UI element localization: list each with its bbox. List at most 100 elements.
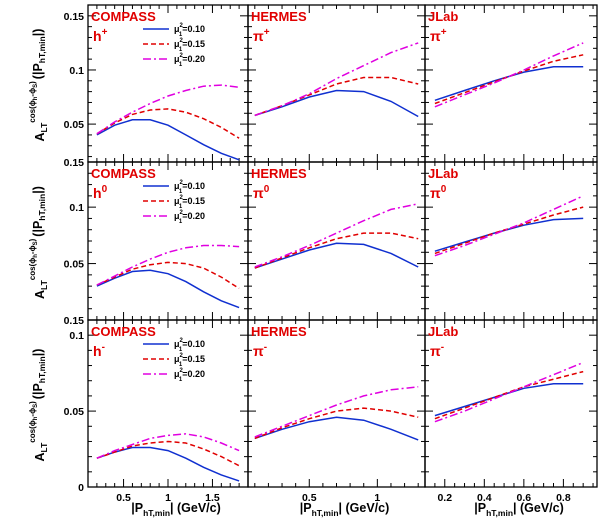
series-line-2 <box>96 440 240 467</box>
legend-label: μ2 1=0.10 <box>174 23 205 38</box>
panel-frame <box>87 319 249 488</box>
particle-label: π+ <box>430 27 447 44</box>
series-line-2 <box>96 108 240 139</box>
x-tick-label: 0.6 <box>517 492 532 504</box>
panel-jlab-8: JLab π- 0.2 0.4 0.6 0.8 <box>424 319 598 504</box>
particle-label: h+ <box>93 27 108 44</box>
legend-label: μ2 1=0.20 <box>174 210 205 225</box>
legend-label: μ2 1=0.15 <box>174 195 205 210</box>
panel-frame <box>247 4 426 163</box>
charge-label: 0 <box>102 184 108 195</box>
series-line-3 <box>96 433 240 459</box>
y-axis-title-text: ALTcos(ϕh-ϕS)(|PhT,min|) <box>28 186 49 299</box>
y-tick-label: 0.15 <box>64 157 85 169</box>
panel-frame <box>424 4 598 163</box>
x-tick-label: 0.8 <box>556 492 571 504</box>
particle-label: π0 <box>430 184 447 201</box>
x-tick-label: 0.5 <box>302 492 317 504</box>
x-tick-label: 0.2 <box>437 492 452 504</box>
series-line-3 <box>96 244 240 286</box>
y-axis-title-text: ALTcos(ϕh-ϕS)(|PhT,min|) <box>28 29 49 142</box>
y-tick-label: 0.1 <box>69 65 84 77</box>
experiment-label: JLab <box>428 324 458 339</box>
series-line-1 <box>254 242 419 269</box>
series-line-3 <box>254 386 419 438</box>
x-axis-title: |PhT,min| (GeV/c) <box>131 501 221 518</box>
series-line-3 <box>254 203 419 268</box>
y-axis-title: ALTcos(ϕh-ϕS)(|PhT,min|) <box>28 29 49 142</box>
x-axis-title: |PhT,min| (GeV/c) <box>474 501 564 518</box>
y-tick-label: 0.05 <box>64 406 85 418</box>
series-line-3 <box>434 42 584 108</box>
series-line-2 <box>254 232 419 269</box>
charge-label: - <box>441 342 444 353</box>
y-axis-title: ALTcos(ϕh-ϕS)(|PhT,min|) <box>28 349 49 462</box>
series-line-1 <box>434 383 584 417</box>
y-tick-label: 0.15 <box>64 315 85 327</box>
series-line-2 <box>434 370 584 420</box>
experiment-label: HERMES <box>251 166 307 181</box>
series-line-3 <box>434 195 584 257</box>
x-tick-label: 1.5 <box>205 492 220 504</box>
experiment-label: COMPASS <box>91 324 156 339</box>
panel-jlab-2: JLab π+ <box>424 4 598 163</box>
series-line-2 <box>254 407 419 440</box>
experiment-label: HERMES <box>251 324 307 339</box>
x-tick-label: 1 <box>165 492 171 504</box>
y-axis-title: ALTcos(ϕh-ϕS)(|PhT,min|) <box>28 186 49 299</box>
x-tick-label: 0.4 <box>477 492 492 504</box>
y-tick-label: 0.1 <box>69 202 84 214</box>
particle-label: h- <box>93 342 105 359</box>
particle-label: π- <box>253 342 267 359</box>
series-line-1 <box>434 65 584 102</box>
series-line-3 <box>434 361 584 423</box>
x-tick-label: 1 <box>374 492 380 504</box>
charge-label: 0 <box>264 184 270 195</box>
charge-label: + <box>102 27 108 38</box>
charge-label: + <box>441 27 447 38</box>
y-tick-label: 0.05 <box>64 259 85 271</box>
legend-label: μ2 1=0.10 <box>174 338 205 353</box>
particle-label: h0 <box>93 184 108 201</box>
charge-label: - <box>102 342 105 353</box>
panel-hermes-1: HERMES π+ <box>247 4 426 163</box>
y-axis-title-text: ALTcos(ϕh-ϕS)(|PhT,min|) <box>28 349 49 462</box>
x-axis-title: |PhT,min| (GeV/c) <box>300 501 390 518</box>
panel-frame <box>424 319 598 488</box>
charge-label: + <box>264 27 270 38</box>
legend-label: μ2 1=0.15 <box>174 38 205 53</box>
y-tick-label: 0.1 <box>69 330 84 342</box>
charge-label: 0 <box>441 184 447 195</box>
series-line-2 <box>254 76 419 117</box>
panel-hermes-7: HERMES π- 0.5 1 <box>247 319 426 504</box>
experiment-label: COMPASS <box>91 9 156 24</box>
panel-frame <box>424 161 598 321</box>
series-line-1 <box>96 119 240 161</box>
series-line-3 <box>254 42 419 117</box>
experiment-label: COMPASS <box>91 166 156 181</box>
experiment-label: JLab <box>428 9 458 24</box>
y-tick-label: 0.15 <box>64 11 85 23</box>
legend-label: μ2 1=0.10 <box>174 180 205 195</box>
experiment-label: JLab <box>428 166 458 181</box>
panel-frame <box>247 319 426 488</box>
series-line-1 <box>434 217 584 252</box>
particle-label: π0 <box>253 184 270 201</box>
x-tick-label: 0.5 <box>116 492 131 504</box>
experiment-label: HERMES <box>251 9 307 24</box>
series-line-2 <box>96 261 240 290</box>
particle-label: π- <box>430 342 444 359</box>
series-line-1 <box>96 269 240 309</box>
panel-hermes-4: HERMES π0 <box>247 161 426 321</box>
legend-label: μ2 1=0.20 <box>174 53 205 68</box>
panel-frame <box>247 161 426 321</box>
series-line-2 <box>434 54 584 105</box>
series-line-1 <box>254 89 419 118</box>
series-line-2 <box>434 206 584 255</box>
y-tick-label: 0 <box>78 482 84 494</box>
